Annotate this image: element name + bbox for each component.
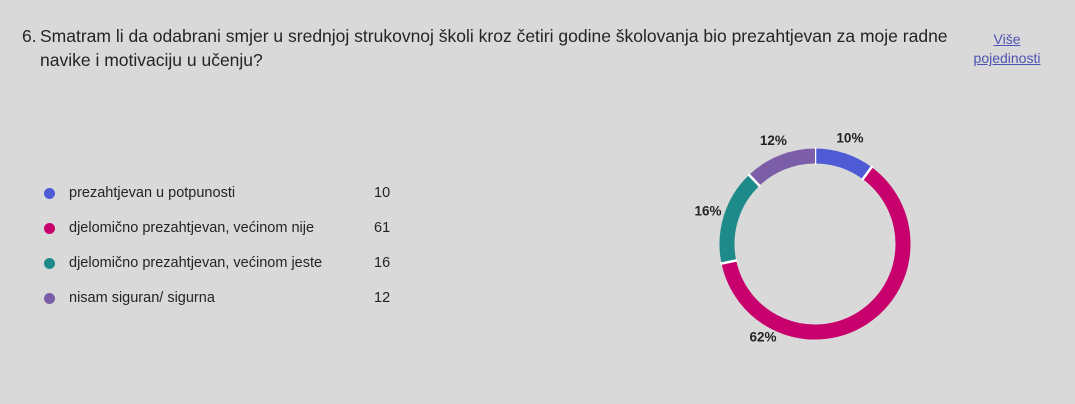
more-details-link-line2: pojedinosti [973, 50, 1041, 66]
question-number: 6. [22, 26, 37, 46]
slice-percent-label: 16% [695, 204, 722, 219]
legend-item: djelomično prezahtjevan, većinom jeste 16 [44, 246, 404, 281]
legend-label: djelomično prezahtjevan, većinom jeste [69, 255, 323, 271]
slice-separator [720, 259, 738, 265]
legend-dot-icon [44, 223, 55, 234]
legend-label: prezahtjevan u potpunosti [69, 185, 236, 201]
legend-label: nisam siguran/ sigurna [69, 290, 215, 306]
legend-item: nisam siguran/ sigurna 12 [44, 281, 404, 316]
legend-count: 10 [374, 185, 391, 201]
slice-separator [747, 173, 762, 188]
legend-count: 16 [374, 255, 391, 271]
legend-label: djelomično prezahtjevan, većinom nije [69, 220, 315, 236]
slice-percent-label: 12% [760, 133, 787, 148]
legend-dot-icon [44, 258, 55, 269]
question-header: 6. Smatram li da odabrani smjer u srednj… [22, 24, 952, 72]
legend-item: djelomično prezahtjevan, većinom nije 61 [44, 211, 404, 246]
legend-dot-icon [44, 293, 55, 304]
donut-slice [814, 148, 872, 180]
more-details-link-line1: Više [993, 31, 1021, 47]
donut-slice [721, 167, 911, 340]
more-details-link[interactable]: Više pojedinosti [966, 30, 1048, 68]
donut-slice [749, 148, 816, 186]
legend-count: 12 [374, 290, 391, 306]
donut-chart: 10% 62% 16% 12% [695, 131, 911, 344]
donut-slice [719, 174, 760, 264]
slice-percent-label: 62% [749, 329, 776, 344]
chart-legend: prezahtjevan u potpunosti 10 djelomično pr… [44, 176, 404, 316]
slice-percent-label: 10% [836, 131, 863, 146]
question-text: Smatram li da odabrani smjer u srednjoj … [40, 26, 948, 70]
slice-separator [861, 165, 874, 181]
legend-count: 61 [374, 220, 391, 236]
legend-item: prezahtjevan u potpunosti 10 [44, 176, 404, 211]
legend-dot-icon [44, 188, 55, 199]
